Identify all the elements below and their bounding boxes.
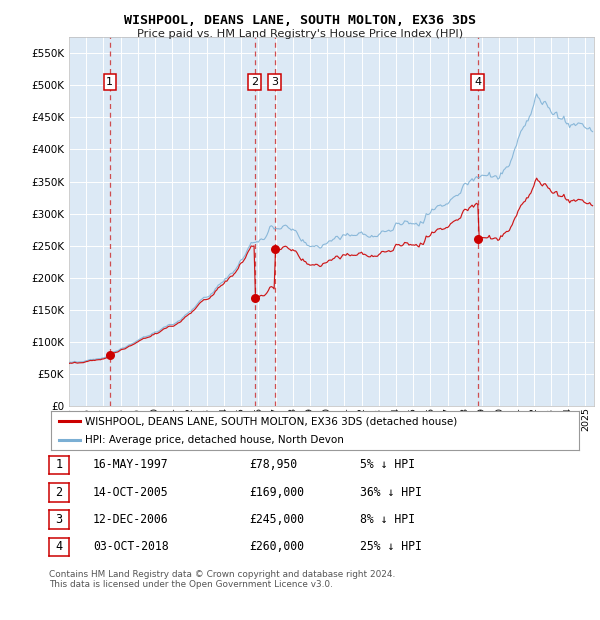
- Text: £245,000: £245,000: [249, 513, 304, 526]
- Text: 14-OCT-2005: 14-OCT-2005: [93, 486, 169, 498]
- Text: HPI: Average price, detached house, North Devon: HPI: Average price, detached house, Nort…: [85, 435, 344, 445]
- Text: 2: 2: [56, 486, 62, 498]
- Text: Price paid vs. HM Land Registry's House Price Index (HPI): Price paid vs. HM Land Registry's House …: [137, 29, 463, 38]
- Text: 3: 3: [56, 513, 62, 526]
- Text: 1: 1: [56, 459, 62, 471]
- Text: 36% ↓ HPI: 36% ↓ HPI: [360, 486, 422, 498]
- Text: 12-DEC-2006: 12-DEC-2006: [93, 513, 169, 526]
- Text: 8% ↓ HPI: 8% ↓ HPI: [360, 513, 415, 526]
- Text: £169,000: £169,000: [249, 486, 304, 498]
- Text: WISHPOOL, DEANS LANE, SOUTH MOLTON, EX36 3DS (detached house): WISHPOOL, DEANS LANE, SOUTH MOLTON, EX36…: [85, 417, 458, 427]
- Text: 3: 3: [271, 77, 278, 87]
- Text: 5% ↓ HPI: 5% ↓ HPI: [360, 459, 415, 471]
- Text: 4: 4: [474, 77, 481, 87]
- Text: 4: 4: [56, 541, 62, 553]
- Text: 2: 2: [251, 77, 258, 87]
- Text: 25% ↓ HPI: 25% ↓ HPI: [360, 541, 422, 553]
- Text: WISHPOOL, DEANS LANE, SOUTH MOLTON, EX36 3DS: WISHPOOL, DEANS LANE, SOUTH MOLTON, EX36…: [124, 14, 476, 27]
- Text: 1: 1: [106, 77, 113, 87]
- Text: Contains HM Land Registry data © Crown copyright and database right 2024.
This d: Contains HM Land Registry data © Crown c…: [49, 570, 395, 589]
- Text: 16-MAY-1997: 16-MAY-1997: [93, 459, 169, 471]
- Text: 03-OCT-2018: 03-OCT-2018: [93, 541, 169, 553]
- Text: £78,950: £78,950: [249, 459, 297, 471]
- Text: £260,000: £260,000: [249, 541, 304, 553]
